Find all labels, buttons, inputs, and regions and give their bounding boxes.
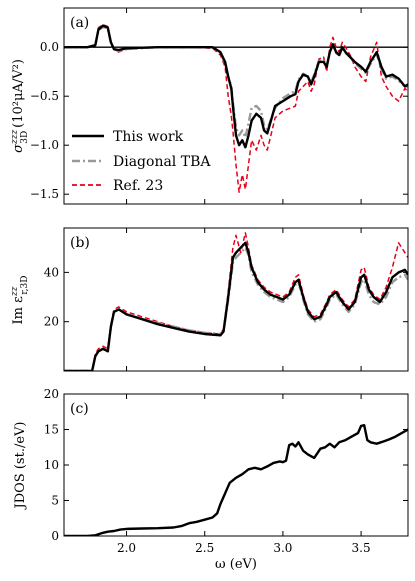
panel-b-ylabel-main: Im ε: [11, 296, 26, 325]
panel-c-label: (c): [70, 401, 89, 417]
panel-c-ytick-label: 0: [51, 529, 59, 543]
panel-c-ytick-label: 15: [44, 423, 59, 437]
legend-label-this-work: This work: [113, 129, 184, 145]
panel-b-series-diagonal-tba: [64, 246, 408, 371]
panel-b-series: [64, 232, 408, 371]
panel-b-ytick-label: 40: [44, 265, 59, 279]
panel-a-label: (a): [70, 15, 89, 31]
panel-a-frame: [63, 7, 409, 205]
panel-a-ylabel-sup: zzz: [10, 130, 20, 145]
panel-c-xtick-label: 3.0: [273, 541, 292, 555]
panel-c-frame: [63, 393, 409, 537]
panel-c-ytick-label: 20: [44, 387, 59, 401]
panel-c-series-this-work: [64, 424, 408, 536]
panel-b-label: (b): [70, 235, 90, 251]
panel-c-xlabel: ω (eV): [215, 557, 257, 572]
panel-c: 0 5 10 15 20 2.0 2.5 3.0 3.5 (c) JDOS (st./eV) ω…: [13, 387, 409, 572]
panel-a-axes: 0.0 −0.5 −1.0 −1.5: [30, 7, 409, 205]
panel-c-ytick-label: 10: [44, 458, 59, 472]
panel-a-series-diagonal-tba: [64, 25, 408, 139]
panel-b-series-this-work: [64, 241, 408, 371]
panel-a-ylabel-unit: (10²μA/V²): [11, 59, 26, 128]
panel-a-ylabel-sub: 3D: [20, 131, 30, 144]
panel-b-series-ref-23: [64, 232, 408, 371]
panel-c-xtick-label: 2.0: [117, 541, 136, 555]
panel-c-ylabel: JDOS (st./eV): [13, 422, 28, 511]
panel-a-ytick-label: −1.0: [30, 138, 59, 152]
panel-b-ylabel-sub: r,3D: [20, 276, 30, 295]
panel-b-ytick-label: 20: [44, 315, 59, 329]
legend: This work Diagonal TBA Ref. 23: [72, 129, 211, 194]
panel-b-ylabel-sup: zz: [10, 286, 20, 297]
panel-c-ytick-label: 5: [51, 494, 59, 508]
panel-a-series: [64, 23, 408, 193]
panel-a-series-this-work: [64, 24, 408, 149]
panel-b-frame: [63, 227, 409, 372]
panel-a: 0.0 −0.5 −1.0 −1.5 (a) σzzz3D (10²μA/V²) Thi…: [10, 7, 409, 205]
panel-a-ytick-label: −0.5: [30, 89, 59, 103]
panel-c-xtick-label: 2.5: [195, 541, 214, 555]
panel-a-ylabel: σzzz3D (10²μA/V²): [10, 59, 30, 153]
legend-label-diagonal-tba: Diagonal TBA: [113, 154, 211, 170]
panel-c-axes: 0 5 10 15 20 2.0 2.5 3.0 3.5: [44, 387, 409, 555]
panel-a-ytick-label: 0.0: [40, 40, 59, 54]
panel-c-series: [64, 424, 408, 536]
panel-a-ylabel-main: σ: [11, 143, 26, 153]
panel-b-ylabel: Im εzzr,3D: [10, 276, 30, 325]
panel-a-ytick-label: −1.5: [30, 187, 59, 201]
panel-c-xtick-label: 3.5: [352, 541, 371, 555]
legend-label-ref-23: Ref. 23: [113, 178, 163, 194]
